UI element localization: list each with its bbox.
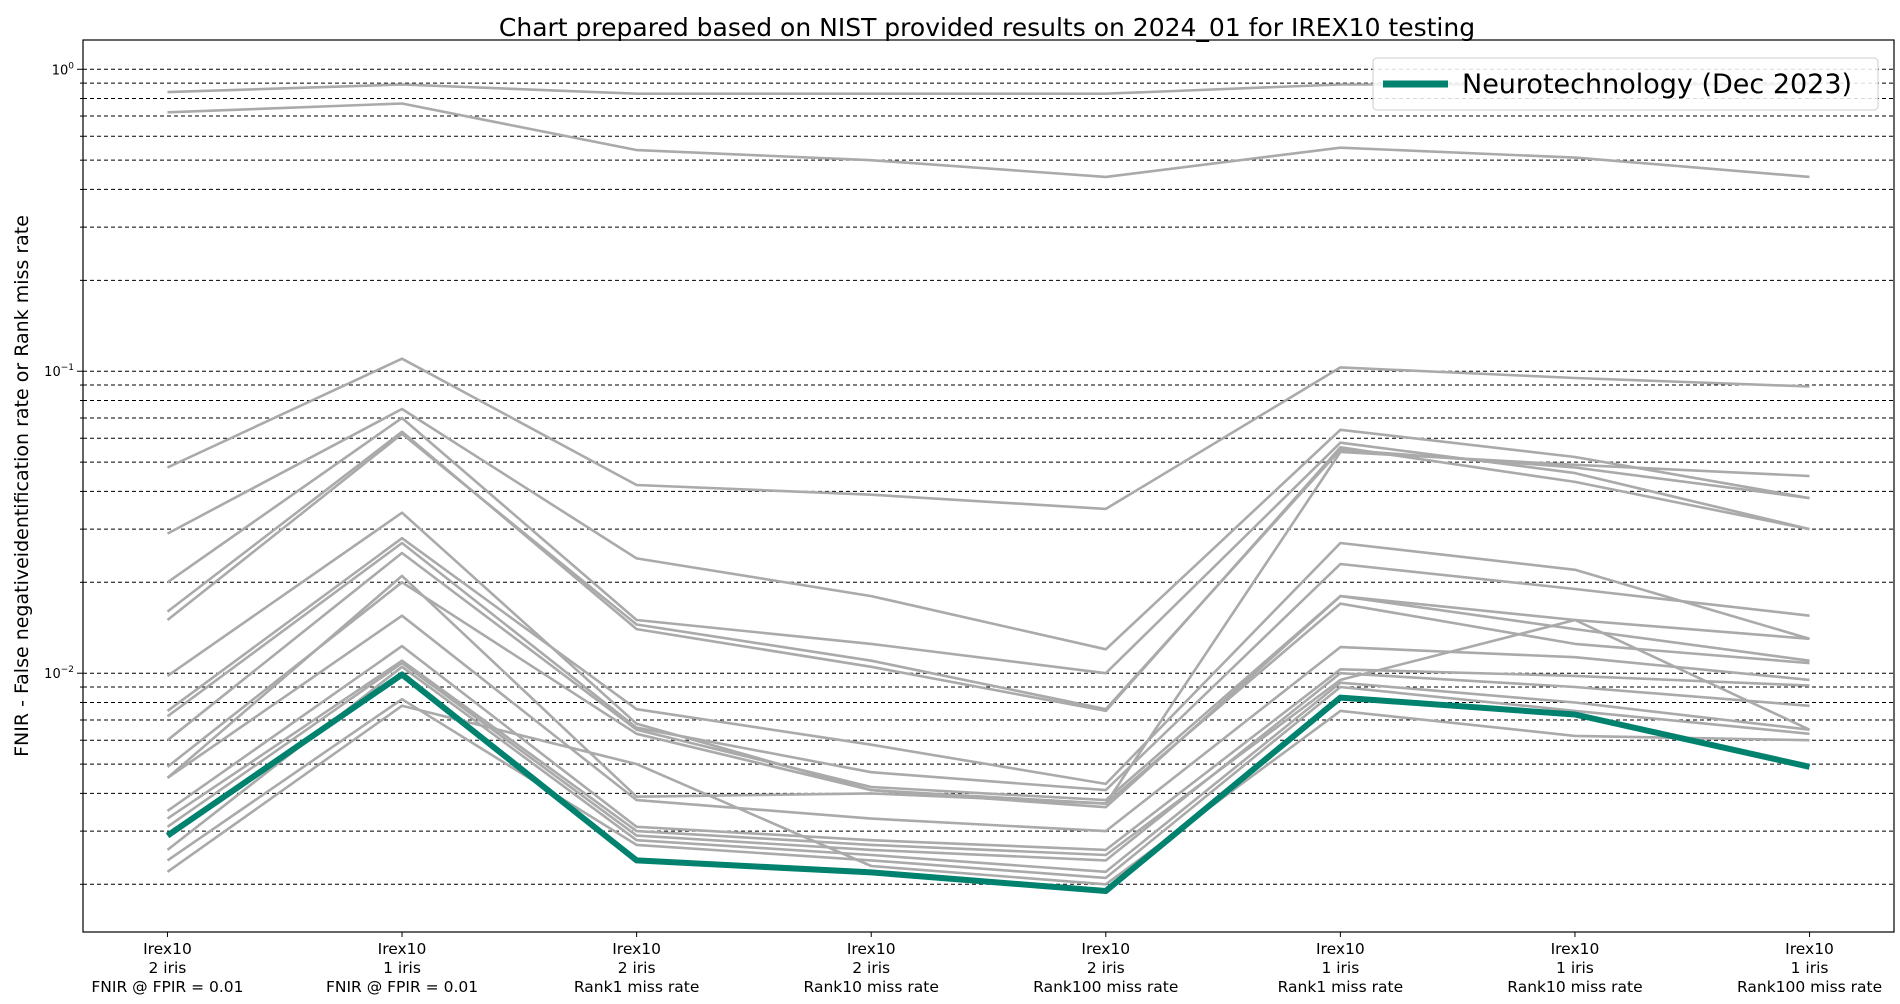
series-line-other [166,541,1810,792]
legend-label: Neurotechnology (Dec 2023) [1462,69,1852,100]
x-tick-label: 1 iris [383,959,421,977]
chart-title: Chart prepared based on NIST provided re… [499,13,1475,42]
x-tick-label: Rank1 miss rate [574,978,699,996]
x-tick-label: 2 iris [852,959,890,977]
series-line-other [166,704,1810,886]
series-line-other [166,551,1810,802]
series-line-other [166,536,1810,786]
x-tick-label: Irex10 [378,940,427,958]
series-line-other [166,665,1810,874]
series-line-other [167,102,1810,179]
legend: Neurotechnology (Dec 2023) [1372,57,1879,111]
x-tick-label: 1 iris [1556,959,1594,977]
series-line-other [166,450,1810,805]
x-tick-label: Irex10 [1551,940,1600,958]
x-tick-label: FNIR @ FPIR = 0.01 [326,978,478,996]
y-tick-label: 100 [52,61,75,78]
x-tick-label: Rank10 miss rate [804,978,939,996]
series-line-other [166,357,1810,511]
x-tick-label: Rank1 miss rate [1278,978,1403,996]
series-line-other [166,685,1810,880]
series-line-other [166,416,1810,675]
x-tick-label: 2 iris [149,959,187,977]
series-line-other [166,661,1810,862]
x-tick-label: Irex10 [847,940,896,958]
x-tick-label: Irex10 [1316,940,1365,958]
series-lines [165,83,1811,894]
y-tick-label: 10−2 [44,665,74,682]
legend-box [1372,57,1879,111]
x-tick-label: Irex10 [612,940,661,958]
x-tick-label: FNIR @ FPIR = 0.01 [91,978,243,996]
x-tick-label: 1 iris [1791,959,1829,977]
x-tick-label: 1 iris [1321,959,1359,977]
series-line-neurotechnology [165,671,1811,894]
x-tick-label: Irex10 [1081,940,1130,958]
x-tick-label: Irex10 [1785,940,1834,958]
plot-frame [82,39,1895,933]
series-line-other [166,618,1811,857]
y-axis-ticks: 100 10−1 10−2 [44,61,83,885]
series-line-other [166,574,1810,805]
x-tick-label: Rank10 miss rate [1507,978,1642,996]
x-tick-label: 2 iris [618,959,656,977]
series-line-other [166,580,1810,809]
series-line-other [166,432,1810,711]
x-tick-label: Irex10 [143,940,192,958]
x-tick-label: Rank100 miss rate [1033,978,1178,996]
series-line-other [166,614,1810,833]
series-line-other [166,407,1810,651]
x-tick-label: 2 iris [1087,959,1125,977]
y-tick-label: 10−1 [44,363,74,380]
y-axis-label: FNIR - False negativeidentification rate… [11,215,33,757]
x-tick-label: Rank100 miss rate [1737,978,1882,996]
gridlines [83,68,1894,885]
series-line-other [166,644,1810,852]
